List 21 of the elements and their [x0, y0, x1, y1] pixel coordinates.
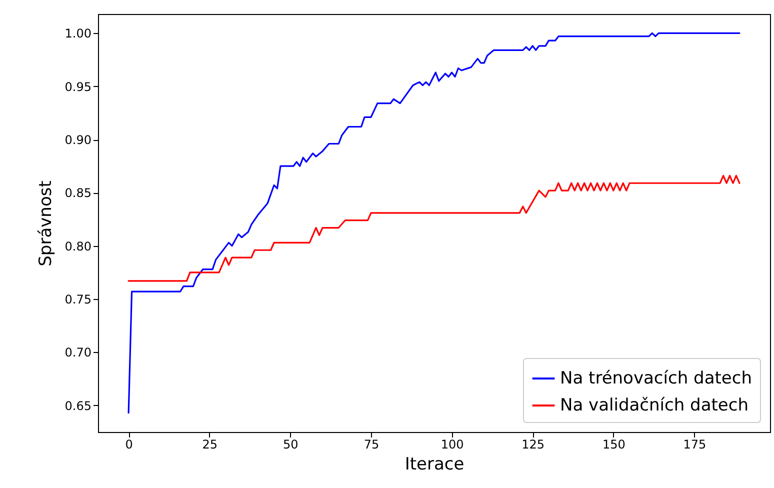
x-tick-label: 25 [202, 438, 218, 452]
x-tick-label: 0 [125, 438, 133, 452]
y-tick-label: 0.75 [64, 292, 92, 307]
x-tick-label: 175 [683, 438, 706, 452]
y-tick-label: 0.90 [64, 133, 92, 148]
y-tick-label: 0.80 [64, 239, 92, 254]
x-tick-label: 100 [440, 438, 464, 452]
x-tick-label: 75 [364, 438, 380, 452]
y-tick-label: 0.65 [64, 398, 92, 413]
y-tick-label: 0.85 [64, 186, 92, 200]
line-series [128, 174, 740, 282]
y-tick-label: 0.95 [64, 80, 92, 94]
x-tick-label: 125 [522, 438, 545, 452]
y-tick-label: 1.00 [64, 26, 92, 41]
x-tick-label: 150 [602, 438, 626, 452]
x-axis-title: Iterace [404, 454, 464, 474]
y-tick-label: 0.70 [64, 346, 92, 360]
x-tick-label: 50 [283, 438, 298, 452]
legend-label: Na validačních datech [560, 396, 748, 416]
legend-label: Na trénovacích datech [560, 368, 752, 388]
y-axis-title: Správnost [36, 180, 56, 266]
